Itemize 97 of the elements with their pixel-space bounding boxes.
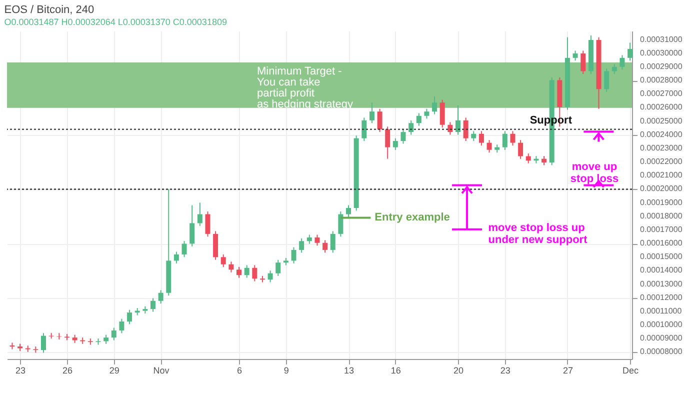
y-tick-label: 0.00023000 — [640, 143, 683, 152]
y-tick-label: 0.00030000 — [640, 48, 683, 58]
candlestick — [174, 251, 179, 264]
candlestick — [432, 96, 438, 115]
candlestick — [440, 99, 445, 128]
candlestick — [463, 117, 468, 142]
y-tick-label: 0.00031000 — [640, 34, 683, 44]
annotation: move up stop loss — [570, 161, 619, 186]
y-tick-label: 0.00010000 — [640, 320, 683, 330]
candlestick — [306, 234, 312, 244]
x-tick-label: 29 — [109, 366, 120, 376]
candlestick — [455, 104, 460, 136]
x-tick-label: 23 — [500, 366, 510, 376]
candlestick — [628, 42, 633, 62]
y-tick-label: 0.00013000 — [640, 279, 683, 288]
y-tick-label: 0.00026000 — [640, 102, 683, 112]
candlestick — [408, 120, 414, 136]
x-tick-label: 16 — [390, 366, 401, 376]
candlestick — [111, 327, 116, 341]
candlestick — [228, 261, 234, 273]
y-tick-label: 0.00022000 — [640, 157, 683, 166]
y-tick-label: 0.00027000 — [640, 89, 683, 98]
candlestick — [416, 112, 422, 126]
candlestick — [580, 50, 586, 74]
candlestick — [486, 140, 492, 154]
candlestick — [190, 204, 195, 247]
candlestick — [526, 153, 531, 164]
candlestick — [40, 332, 46, 354]
y-tick-label: 0.00015000 — [640, 252, 683, 262]
x-tick-label: 13 — [344, 366, 354, 376]
candlestick — [400, 128, 406, 144]
candlestick — [478, 130, 484, 146]
candlestick — [392, 138, 398, 150]
candlestick — [220, 254, 226, 268]
chart-title: EOS / Bitcoin, 240 — [4, 4, 94, 16]
candlestick — [158, 290, 164, 304]
x-tick-label: 6 — [237, 366, 242, 376]
candlestick — [518, 140, 524, 160]
y-tick-label: 0.00025000 — [640, 116, 683, 126]
candlestick — [377, 108, 382, 133]
x-tick-label: 26 — [62, 366, 72, 376]
candlestick — [542, 156, 547, 166]
candlestick — [338, 211, 344, 238]
x-tick-label: 27 — [562, 366, 573, 376]
chart-subtitle: O0.00031487 H0.00032064 L0.00031370 C0.00031809 — [4, 17, 227, 27]
candlestick — [330, 230, 336, 254]
candlestick — [244, 264, 250, 278]
candlestick — [369, 102, 374, 124]
y-tick-label: 0.00012000 — [640, 292, 683, 302]
candlestick — [291, 246, 296, 264]
candlestick — [346, 204, 351, 218]
candlestick — [385, 126, 390, 160]
y-tick-label: 0.00009000 — [640, 334, 683, 343]
x-tick-label: 20 — [453, 366, 464, 376]
y-tick-label: 0.00021000 — [640, 170, 683, 180]
candlestick — [213, 230, 218, 260]
candlestick — [314, 234, 320, 246]
candlestick — [119, 318, 124, 334]
candlestick — [276, 259, 281, 277]
candlestick — [150, 298, 156, 312]
y-tick-label: 0.00016000 — [640, 238, 683, 248]
candlestick — [104, 334, 109, 344]
candlestick — [620, 54, 625, 70]
candlestick — [299, 238, 304, 254]
y-tick-label: 0.00024000 — [640, 130, 683, 139]
candlestick — [322, 240, 328, 254]
annotation: Entry example — [374, 212, 450, 224]
candlestick — [48, 332, 54, 339]
candlestick — [510, 130, 516, 146]
candlestick — [252, 264, 258, 282]
candlestick — [612, 64, 617, 74]
x-tick-label: 9 — [284, 366, 289, 376]
y-tick-label: 0.00018000 — [640, 211, 683, 220]
x-tick-label: 23 — [16, 366, 26, 376]
annotation: move stop loss up under new support — [488, 222, 588, 246]
x-tick-label: Dec — [622, 366, 640, 376]
candlestick — [502, 130, 508, 150]
candlestick — [205, 211, 210, 238]
candlestick — [424, 108, 430, 120]
y-tick-label: 0.00017000 — [640, 224, 683, 234]
y-tick-label: 0.00008000 — [640, 347, 683, 356]
y-tick-label: 0.00028000 — [640, 76, 683, 85]
y-tick-label: 0.00020000 — [640, 184, 683, 194]
candlestick — [572, 50, 578, 62]
candlestick — [236, 266, 242, 278]
candlestick — [471, 130, 476, 142]
candlestick — [127, 309, 132, 325]
x-tick-label: Nov — [153, 366, 170, 376]
candlestick — [268, 270, 273, 283]
candlestick — [197, 202, 202, 226]
candlestick — [604, 68, 610, 92]
candlestick — [362, 117, 367, 142]
y-tick-label: 0.00014000 — [640, 266, 683, 275]
y-tick-label: 0.00019000 — [640, 198, 683, 207]
candlestick — [182, 240, 187, 258]
y-tick-label: 0.00011000 — [640, 306, 682, 316]
y-tick-label: 0.00029000 — [640, 62, 683, 71]
